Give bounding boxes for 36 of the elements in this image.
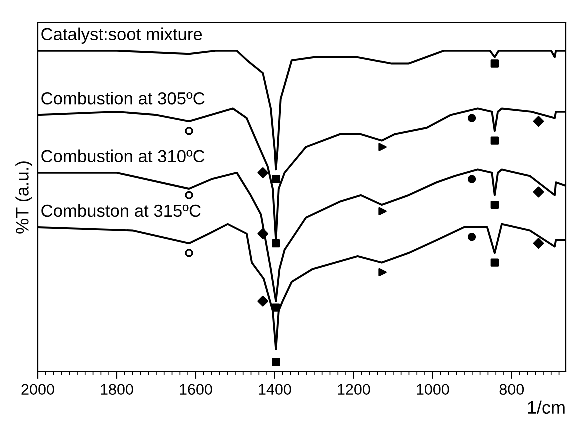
point (468, 175, 476, 184)
point (533, 116, 544, 128)
point (378, 143, 387, 152)
point (185, 249, 194, 258)
point (185, 191, 194, 200)
point (272, 358, 280, 366)
series-label: Combuston at 315ºC (42, 204, 201, 218)
point (258, 296, 269, 307)
series-label: Combustion at 305ºC (42, 92, 205, 105)
point (272, 175, 280, 184)
point (258, 167, 269, 178)
x-tick-label: 2000 (22, 384, 54, 396)
point (490, 258, 500, 267)
x-tick-label: 1000 (417, 384, 450, 396)
x-tick-label: 1800 (101, 384, 134, 396)
point (533, 186, 544, 198)
point (185, 127, 194, 136)
x-tick-label: 1200 (338, 384, 370, 396)
x-axis-title: 1/cm (528, 400, 565, 414)
x-tick-label: 1400 (259, 384, 292, 396)
point (468, 114, 476, 122)
point (378, 268, 387, 277)
series-label: Combustion at 310ºC (42, 150, 205, 163)
x-tick-label: 1600 (180, 384, 212, 396)
y-axis-title: %T (a.u.) (16, 162, 32, 234)
point (468, 233, 476, 242)
point (490, 136, 500, 145)
point (490, 200, 500, 210)
point (272, 239, 280, 248)
series-label: Catalyst:soot mixture (42, 28, 202, 44)
point (533, 238, 544, 250)
point (378, 207, 387, 216)
point (272, 304, 280, 312)
point (490, 60, 500, 68)
point (258, 228, 269, 240)
x-tick-label: 800 (500, 384, 524, 396)
